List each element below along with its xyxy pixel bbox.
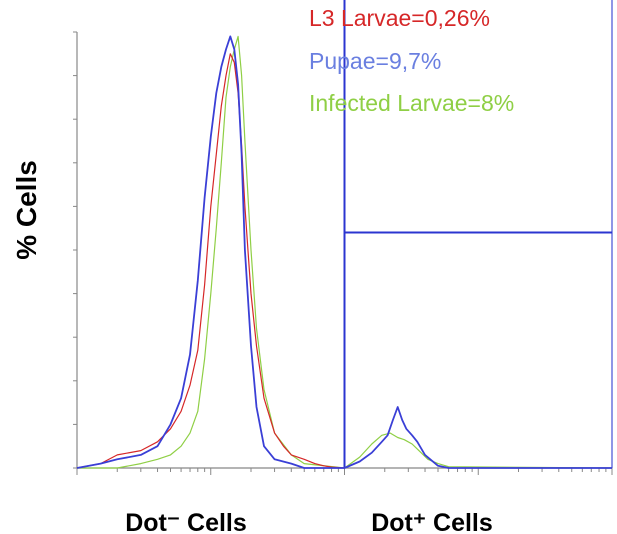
legend-entry-l3-larvae: L3 Larvae=0,26% [309, 5, 490, 31]
x-axis-label-dot-negative: Dot⁻ Cells [125, 509, 247, 534]
series-line-2 [77, 35, 613, 469]
series-line-1 [76, 35, 612, 469]
x-axis-label-dot-positive: Dot⁺ Cells [371, 509, 493, 534]
plot-area [73, 0, 613, 475]
legend-entry-pupae: Pupae=9,7% [309, 48, 441, 74]
y-ticks [73, 31, 77, 469]
series-layer [76, 35, 613, 469]
gate-lines [343, 0, 613, 468]
series-line-0 [76, 53, 345, 469]
x-ticks [76, 468, 613, 475]
legend-entry-infected-larvae: Infected Larvae=8% [309, 90, 514, 116]
y-axis-label: % Cells [11, 160, 42, 260]
